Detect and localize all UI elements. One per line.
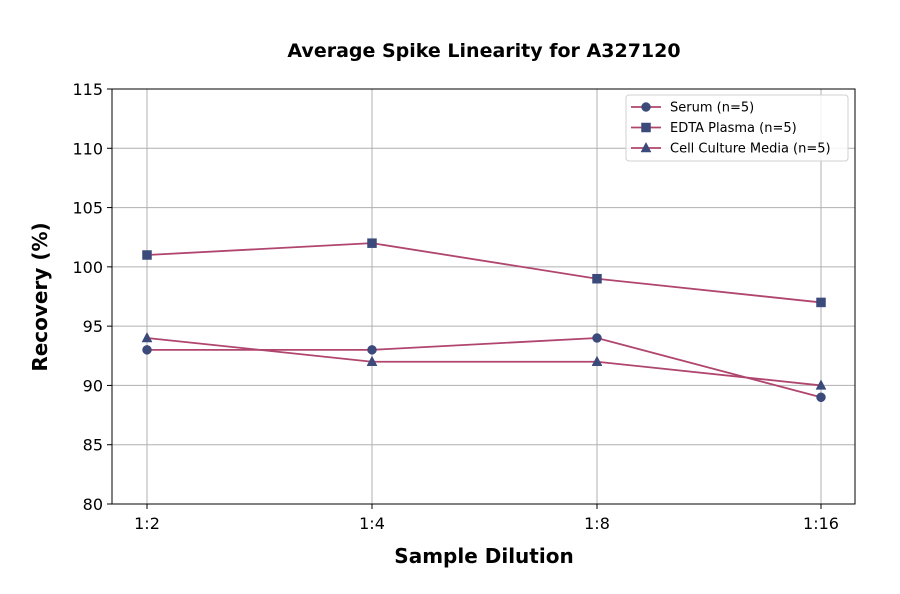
legend-marker [641, 122, 651, 133]
ticks: 80 85 90 95 100 105 110 115 1:2 1:4 1:8 1:16 [72, 80, 839, 533]
series-serum [142, 333, 826, 403]
y-tick-label: 100 [72, 258, 103, 277]
y-tick-label: 80 [83, 495, 103, 514]
data-point [141, 331, 153, 343]
y-tick-label: 85 [83, 436, 103, 455]
y-tick-label: 115 [72, 80, 103, 99]
series-cell [141, 331, 827, 390]
y-tick-label: 110 [72, 139, 103, 158]
y-tick-label: 95 [83, 317, 103, 336]
y-axis-label: Recovery (%) [28, 222, 52, 371]
series-line [146, 337, 822, 387]
series-edta [142, 238, 826, 308]
x-tick-label: 1:16 [803, 514, 839, 533]
x-tick-label: 1:4 [359, 514, 385, 533]
data-point [815, 379, 827, 390]
data-point [367, 345, 377, 355]
data-point [816, 297, 826, 308]
x-tick-label: 1:8 [584, 514, 610, 533]
series-lines [141, 238, 827, 403]
legend-marker [640, 141, 652, 153]
plot-frame [111, 88, 856, 505]
legend-box [625, 94, 849, 162]
data-point [366, 355, 378, 366]
series-line [147, 337, 822, 399]
data-point [592, 333, 602, 343]
data-point [142, 345, 152, 355]
x-tick-label: 1:2 [134, 514, 160, 533]
chart-title: Average Spike Linearity for A327120 [287, 40, 680, 62]
y-tick-label: 90 [83, 376, 103, 395]
legend-label: Cell Culture Media (n=5) [670, 142, 831, 157]
data-point [142, 250, 152, 260]
data-point [592, 273, 602, 284]
data-point [367, 238, 377, 248]
y-tick-label: 105 [72, 199, 103, 218]
legend: Serum (n=5) EDTA Plasma (n=5) Cell Culture… [625, 94, 849, 162]
series-line [146, 242, 822, 304]
data-point [591, 355, 603, 366]
data-point [816, 392, 826, 403]
legend-marker [641, 102, 651, 112]
legend-label: Serum (n=5) [670, 101, 754, 116]
legend-label: EDTA Plasma (n=5) [670, 121, 797, 136]
x-axis-label: Sample Dilution [394, 544, 573, 568]
